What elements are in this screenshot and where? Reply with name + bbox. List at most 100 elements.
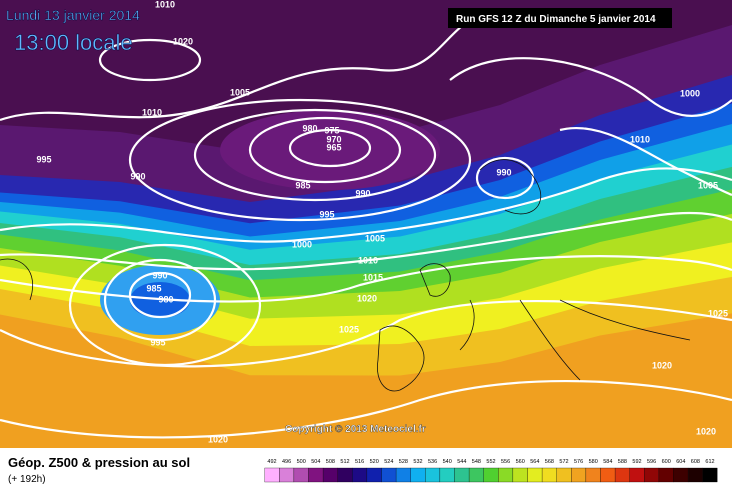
scale-label: 564 bbox=[530, 459, 539, 465]
scale-swatch bbox=[293, 467, 309, 483]
scale-label: 552 bbox=[486, 459, 495, 465]
isobar-label: 1020 bbox=[696, 426, 716, 436]
isobar-label: 1005 bbox=[365, 233, 385, 243]
color-scale: 492 496 500 504 508 512 516 520 524 528 532 536 540 5… bbox=[264, 459, 718, 483]
isobar-label: 1020 bbox=[208, 434, 228, 444]
scale-label: 540 bbox=[443, 459, 452, 465]
scale-label: 608 bbox=[691, 459, 700, 465]
scale-swatch bbox=[425, 467, 441, 483]
isobar-label: 1000 bbox=[680, 88, 700, 98]
scale-label: 604 bbox=[676, 459, 685, 465]
coastlines bbox=[0, 159, 691, 392]
isobar-label: 990 bbox=[496, 167, 511, 177]
scale-label: 512 bbox=[340, 459, 349, 465]
run-box bbox=[448, 8, 672, 28]
scale-label: 508 bbox=[326, 459, 335, 465]
scale-label: 572 bbox=[559, 459, 568, 465]
scale-swatch bbox=[629, 467, 645, 483]
scale-label: 592 bbox=[632, 459, 641, 465]
isobar-label: 990 bbox=[355, 188, 370, 198]
isobar-label: 980 bbox=[158, 294, 173, 304]
scale-swatch bbox=[600, 467, 616, 483]
isobar-label: 1000 bbox=[292, 239, 312, 249]
scale-swatch bbox=[337, 467, 353, 483]
scale-swatch bbox=[439, 467, 455, 483]
scale-swatch bbox=[556, 467, 572, 483]
scale-label: 544 bbox=[457, 459, 466, 465]
isobar-label: 1025 bbox=[708, 308, 728, 318]
scale-label: 584 bbox=[603, 459, 612, 465]
scale-label: 600 bbox=[662, 459, 671, 465]
run-label: Run GFS 12 Z du Dimanche 5 janvier 2014 bbox=[456, 14, 656, 25]
scale-label: 588 bbox=[618, 459, 627, 465]
scale-swatch bbox=[571, 467, 587, 483]
scale-label: 612 bbox=[705, 459, 714, 465]
footer-lead: (+ 192h) bbox=[8, 474, 46, 485]
isobar-label: 1025 bbox=[339, 324, 359, 334]
date-label: Lundi 13 janvier 2014 bbox=[6, 7, 140, 23]
scale-swatch bbox=[702, 467, 718, 483]
scale-swatch bbox=[527, 467, 543, 483]
isobar-label: 1010 bbox=[630, 134, 650, 144]
scale-swatch bbox=[468, 467, 484, 483]
isobar-label: 1010 bbox=[142, 107, 162, 117]
isobar-label: 995 bbox=[319, 209, 334, 219]
scale-swatch bbox=[687, 467, 703, 483]
scale-label: 492 bbox=[267, 459, 276, 465]
isobar-label: 1005 bbox=[698, 180, 718, 190]
scale-swatch bbox=[395, 467, 411, 483]
geopotential-bands bbox=[0, 0, 732, 376]
scale-swatch bbox=[658, 467, 674, 483]
scale-label: 520 bbox=[370, 459, 379, 465]
isobar-label: 990 bbox=[152, 270, 167, 280]
isobar-label: 1015 bbox=[363, 272, 383, 282]
isobar-label: 985 bbox=[146, 283, 161, 293]
scale-label: 576 bbox=[574, 459, 583, 465]
isobar-label: 1010 bbox=[358, 255, 378, 265]
isobar-label: 1020 bbox=[652, 360, 672, 370]
scale-swatch bbox=[541, 467, 557, 483]
scale-swatch bbox=[614, 467, 630, 483]
scale-swatch bbox=[483, 467, 499, 483]
isobar-label: 1020 bbox=[173, 36, 193, 46]
scale-label: 548 bbox=[472, 459, 481, 465]
scale-label: 580 bbox=[589, 459, 598, 465]
scale-label: 560 bbox=[516, 459, 525, 465]
scale-swatch bbox=[264, 467, 280, 483]
scale-label: 500 bbox=[297, 459, 306, 465]
scale-label: 528 bbox=[399, 459, 408, 465]
scale-label: 524 bbox=[384, 459, 393, 465]
scale-swatch bbox=[279, 467, 295, 483]
isobar-label: 975 bbox=[324, 125, 339, 135]
scale-swatch bbox=[410, 467, 426, 483]
footer-title: Géop. Z500 & pression au sol bbox=[8, 455, 190, 470]
scale-swatch bbox=[454, 467, 470, 483]
scale-swatch bbox=[673, 467, 689, 483]
isobar-label: 995 bbox=[150, 337, 165, 347]
scale-swatch bbox=[512, 467, 528, 483]
scale-label: 496 bbox=[282, 459, 291, 465]
scale-label: 504 bbox=[311, 459, 320, 465]
scale-swatch bbox=[366, 467, 382, 483]
scale-label: 596 bbox=[647, 459, 656, 465]
time-label: 13:00 locale bbox=[14, 30, 133, 55]
isobar-label: 1020 bbox=[357, 293, 377, 303]
isobar-label: 990 bbox=[130, 171, 145, 181]
scale-swatch bbox=[352, 467, 368, 483]
isobar-label: 995 bbox=[36, 154, 51, 164]
scale-swatch bbox=[322, 467, 338, 483]
scale-swatch bbox=[381, 467, 397, 483]
isobar-label: 980 bbox=[302, 123, 317, 133]
scale-label: 516 bbox=[355, 459, 364, 465]
isobar-label: 985 bbox=[295, 180, 310, 190]
scale-swatch bbox=[308, 467, 324, 483]
isobars bbox=[0, 19, 732, 439]
isobar-label: 970 bbox=[326, 134, 341, 144]
isobar-label: 1010 bbox=[155, 0, 175, 9]
scale-label: 536 bbox=[428, 459, 437, 465]
scale-label: 532 bbox=[413, 459, 422, 465]
isobar-label: 1005 bbox=[230, 87, 250, 97]
